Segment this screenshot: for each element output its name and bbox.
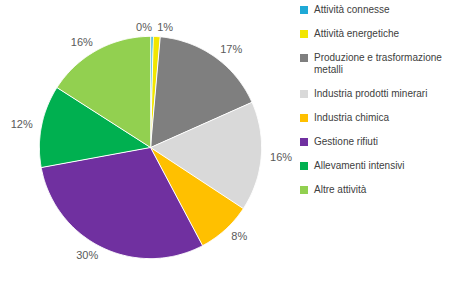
svg-text:1%: 1% [157,21,173,33]
html-text:Altre attività: Altre attività [314,184,367,195]
html-text:Industria chimica: Industria chimica [314,112,389,123]
svg-text:17%: 17% [220,43,242,55]
html-text:Attività energetiche: Attività energetiche [314,28,400,39]
svg-text:0%: 0% [136,21,152,33]
svg-text:16%: 16% [71,36,93,48]
svg-text:16%: 16% [270,151,292,163]
html-text:Gestione rifiuti: Gestione rifiuti [314,136,378,147]
html-text:Allevamenti intensivi: Allevamenti intensivi [314,160,405,171]
svg-text:30%: 30% [76,249,98,261]
html-text:Industria prodotti minerari: Industria prodotti minerari [314,88,428,99]
svg-text:8%: 8% [231,230,247,242]
html-text:Attività connesse: Attività connesse [314,4,390,15]
html-text:Produzione e trasformazione me: Produzione e trasformazione metalli [314,52,442,75]
svg-text:12%: 12% [11,118,33,130]
